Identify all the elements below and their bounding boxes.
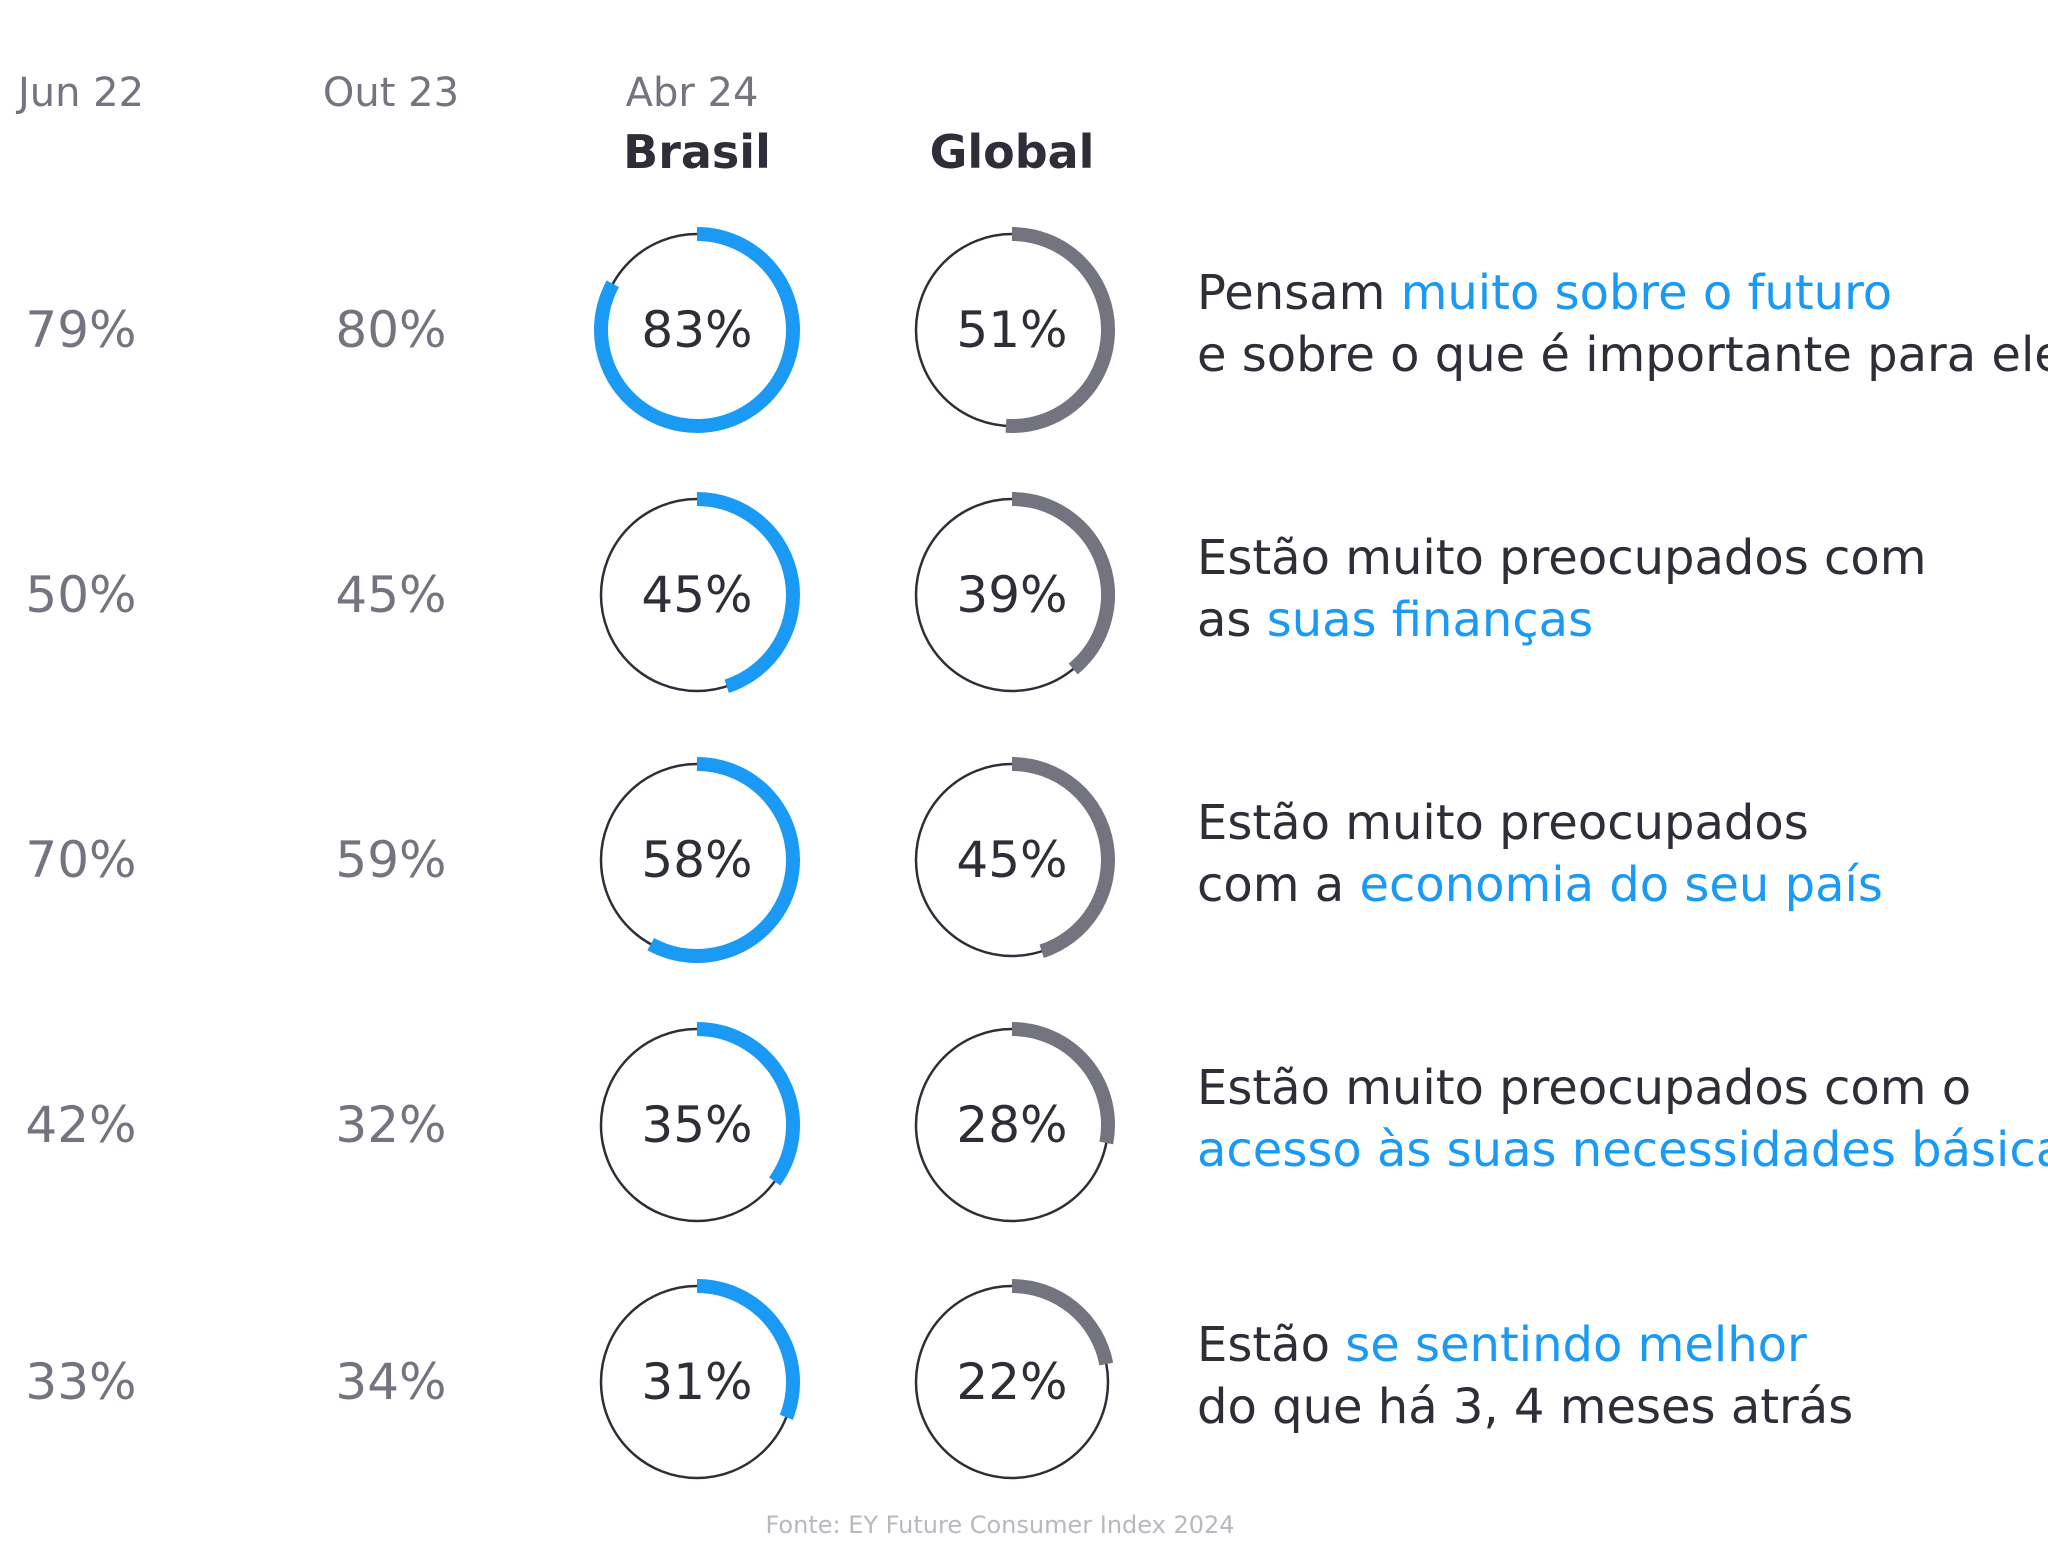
description-text: as xyxy=(1197,592,1267,648)
description-line-2: as suas finanças xyxy=(1197,592,1593,648)
global-value: 45% xyxy=(956,831,1067,889)
description-line-2: do que há 3, 4 meses atrás xyxy=(1197,1379,1853,1435)
chart-row: 70% 59% 58% 45% Estão muito preocupados com a… xyxy=(25,757,1883,963)
out23-value: 59% xyxy=(335,831,446,889)
global-donut: 45% xyxy=(914,757,1115,958)
description-line-1: Estão muito preocupados xyxy=(1197,795,1809,851)
description-line-1: Pensam muito sobre o futuro xyxy=(1197,265,1892,321)
global-ring-arc xyxy=(1005,227,1115,433)
brasil-value: 35% xyxy=(641,1096,752,1154)
description-text: Estão muito preocupados com o xyxy=(1197,1060,1971,1116)
brasil-donut: 83% xyxy=(594,227,800,433)
brasil-value: 83% xyxy=(641,301,752,359)
brasil-donut: 45% xyxy=(599,492,800,693)
global-value: 28% xyxy=(956,1096,1067,1154)
global-value: 39% xyxy=(956,566,1067,624)
brasil-donut: 35% xyxy=(599,1022,800,1223)
global-donut: 51% xyxy=(914,227,1115,433)
header-out23: Out 23 xyxy=(323,70,459,116)
chart-row: 79% 80% 83% 51% Pensam muito sobre o futuro e… xyxy=(25,227,2048,433)
brasil-ring-arc xyxy=(696,1022,800,1186)
out23-value: 45% xyxy=(335,566,446,624)
header-global: Global xyxy=(930,125,1095,179)
brasil-value: 31% xyxy=(641,1353,752,1411)
jun22-value: 42% xyxy=(25,1096,136,1154)
brasil-donut: 31% xyxy=(599,1279,800,1480)
out23-value: 32% xyxy=(335,1096,446,1154)
description-highlight: economia do seu país xyxy=(1359,857,1882,913)
global-donut: 39% xyxy=(914,492,1115,693)
description-highlight: se sentindo melhor xyxy=(1345,1317,1807,1373)
global-ring-arc xyxy=(1011,1279,1114,1366)
brasil-donut: 58% xyxy=(599,757,800,963)
description-highlight: acesso às suas necessidades básicas xyxy=(1197,1122,2048,1178)
description-text: Estão muito preocupados com xyxy=(1197,530,1927,586)
global-donut: 22% xyxy=(914,1279,1114,1480)
brasil-value: 58% xyxy=(641,831,752,889)
out23-value: 80% xyxy=(335,301,446,359)
chart-row: 33% 34% 31% 22% Estão se sentindo melhor do q… xyxy=(25,1279,1853,1480)
jun22-value: 33% xyxy=(25,1353,136,1411)
description-line-1: Estão muito preocupados com xyxy=(1197,530,1927,586)
description-text: Pensam xyxy=(1197,265,1401,321)
global-ring-arc xyxy=(1011,757,1115,958)
description-text: Estão muito preocupados xyxy=(1197,795,1809,851)
description-text: com a xyxy=(1197,857,1359,913)
jun22-value: 50% xyxy=(25,566,136,624)
chart-rows: 79% 80% 83% 51% Pensam muito sobre o futuro e… xyxy=(25,227,2048,1480)
description-text: Estão xyxy=(1197,1317,1345,1373)
brasil-ring-arc xyxy=(696,492,800,693)
jun22-value: 70% xyxy=(25,831,136,889)
source-note: Fonte: EY Future Consumer Index 2024 xyxy=(765,1511,1234,1539)
global-ring-arc xyxy=(1011,1022,1115,1145)
global-donut: 28% xyxy=(914,1022,1115,1223)
brasil-ring-arc xyxy=(647,757,800,963)
chart-row: 42% 32% 35% 28% Estão muito preocupados com … xyxy=(25,1022,2048,1223)
header-brasil: Brasil xyxy=(623,125,771,179)
description-line-2: com a economia do seu país xyxy=(1197,857,1883,913)
header-abr24: Abr 24 xyxy=(626,70,759,116)
global-value: 22% xyxy=(956,1353,1067,1411)
global-ring-arc xyxy=(1011,492,1115,675)
brasil-ring-arc xyxy=(594,227,800,433)
brasil-value: 45% xyxy=(641,566,752,624)
description-highlight: suas finanças xyxy=(1267,592,1593,648)
brasil-ring-arc xyxy=(696,1279,800,1420)
header-jun22: Jun 22 xyxy=(15,70,144,116)
chart-row: 50% 45% 45% 39% Estão muito preocupados com a… xyxy=(25,492,1927,693)
global-value: 51% xyxy=(956,301,1067,359)
jun22-value: 79% xyxy=(25,301,136,359)
description-line-2: e sobre o que é importante para eles xyxy=(1197,327,2048,383)
description-line-1: Estão se sentindo melhor xyxy=(1197,1317,1807,1373)
description-line-2: acesso às suas necessidades básicas xyxy=(1197,1122,2048,1178)
description-highlight: muito sobre o futuro xyxy=(1401,265,1893,321)
description-text: e sobre o que é importante para eles xyxy=(1197,327,2048,383)
description-text: do que há 3, 4 meses atrás xyxy=(1197,1379,1853,1435)
description-line-1: Estão muito preocupados com o xyxy=(1197,1060,1971,1116)
out23-value: 34% xyxy=(335,1353,446,1411)
